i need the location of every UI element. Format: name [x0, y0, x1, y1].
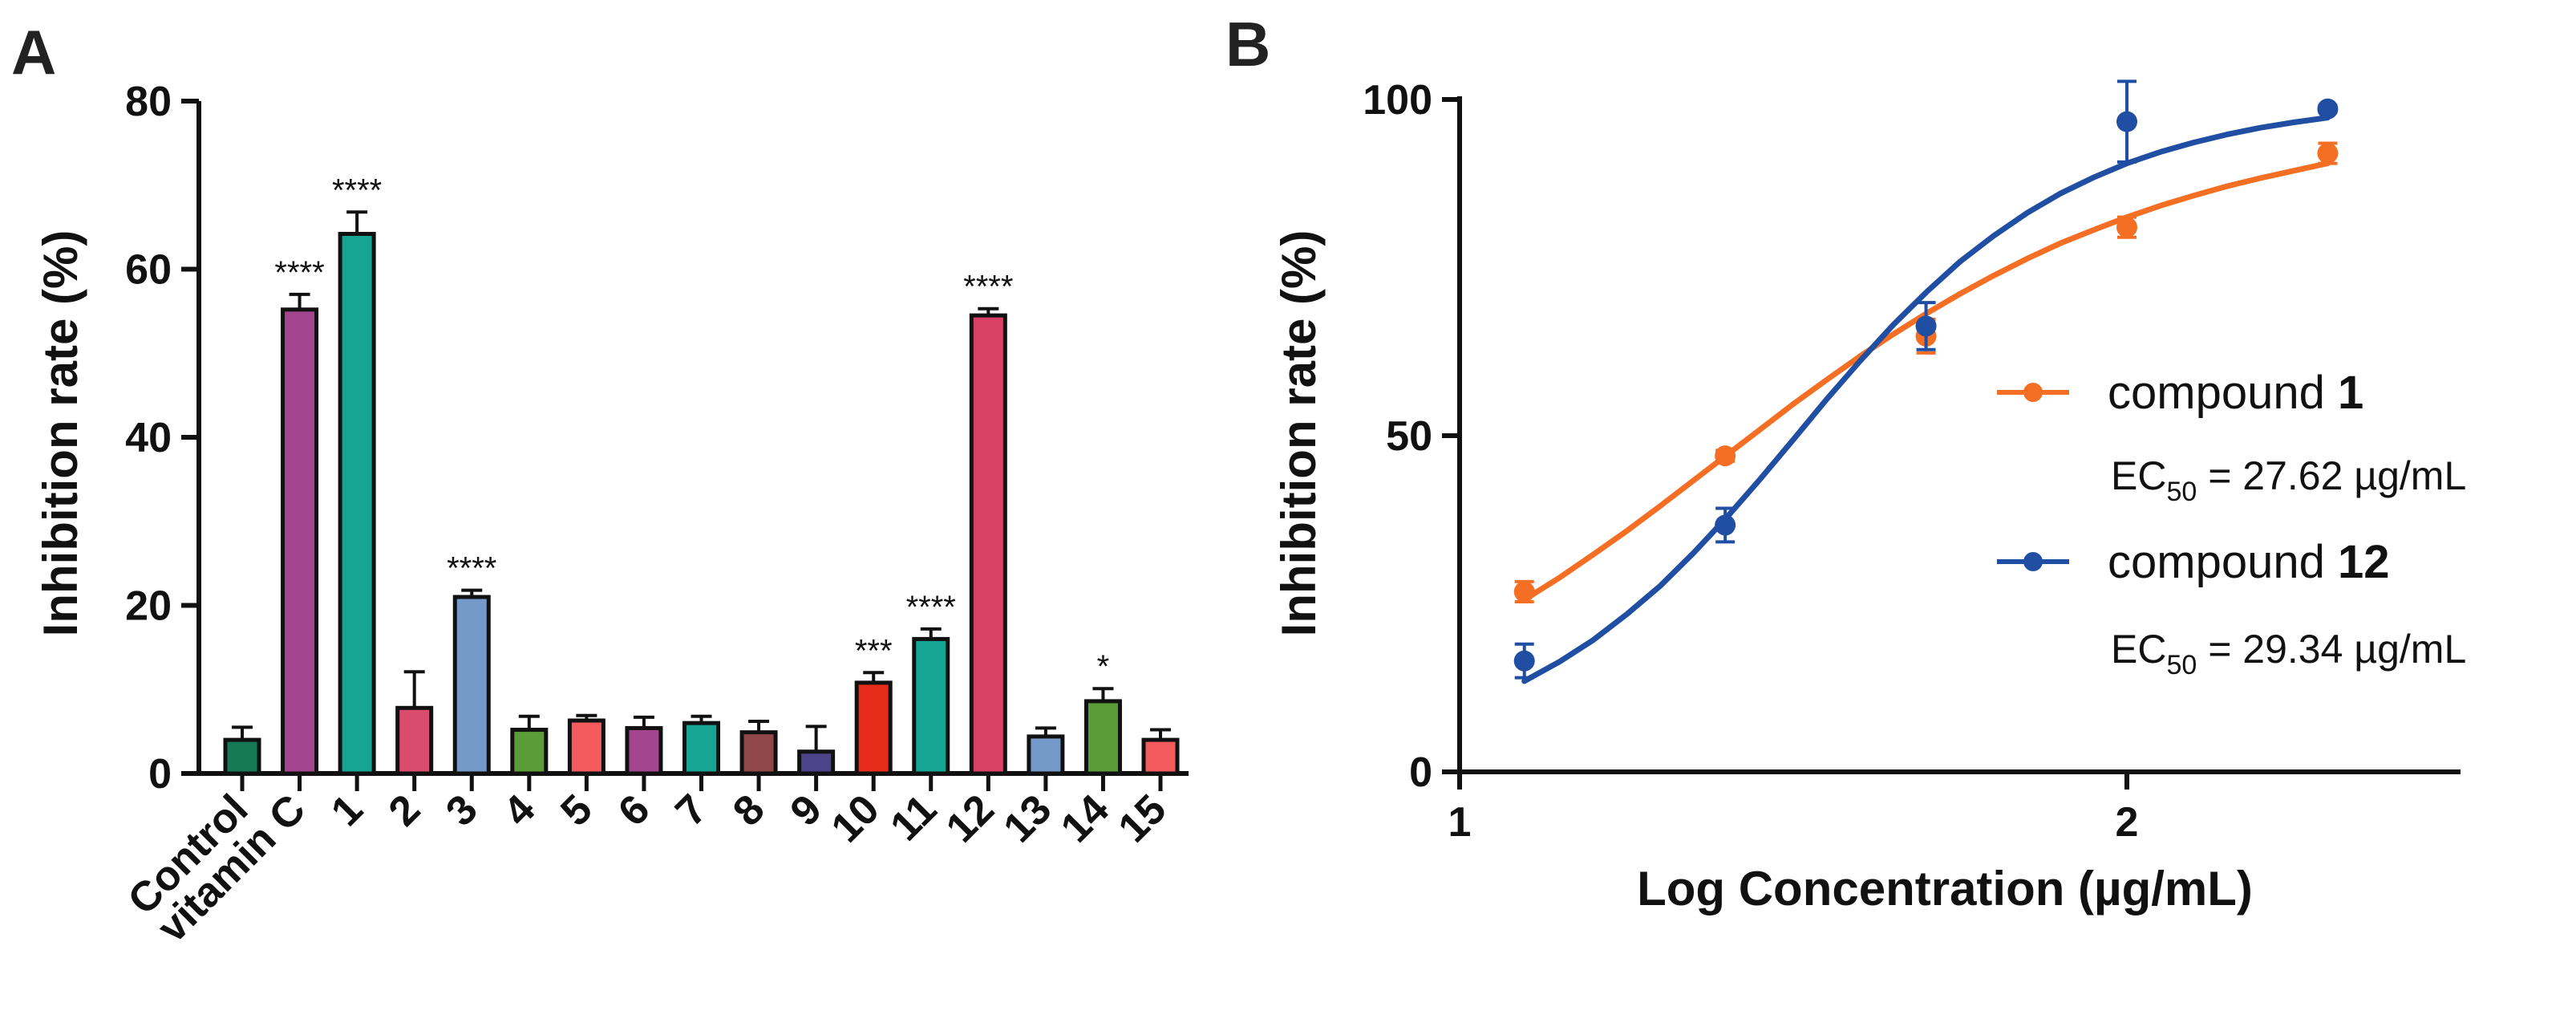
bar	[1083, 699, 1122, 776]
fit-curve-12	[1521, 115, 2331, 684]
panel-b-y-tick-label: 100	[1363, 77, 1432, 124]
panel-b-y-axis-title: Inhibition rate (%)	[1272, 230, 1326, 637]
panel-a-y-tick-label: 80	[125, 79, 172, 125]
dose-response-panel-b: Inhibition rate (%) Log Concentration (µ…	[1272, 77, 2466, 915]
bar	[223, 737, 261, 776]
significance-mark: ****	[274, 255, 324, 290]
bar	[338, 232, 376, 776]
bar	[510, 728, 549, 776]
legend-entry-compound-1: compound 1	[1997, 367, 2363, 419]
ec50-label-compound-1: EC50 = 27.62 µg/mL	[2111, 453, 2466, 507]
bar	[682, 721, 720, 776]
data-point-12	[1513, 650, 1535, 672]
bar	[797, 749, 836, 776]
panel-a-y-axis-title: Inhibition rate (%)	[34, 230, 87, 637]
bar	[1141, 737, 1180, 776]
legend: compound 1 EC50 = 27.62 µg/mL compound 1…	[1997, 367, 2466, 680]
significance-mark: ***	[855, 633, 893, 668]
bar	[625, 725, 663, 776]
data-point-1	[1715, 445, 1736, 467]
bar	[739, 730, 778, 776]
legend-marker-compound-1	[2023, 383, 2043, 402]
panel-letter-b: B	[1225, 9, 1270, 79]
data-point-12	[1915, 315, 1937, 337]
panel-a-y-tick-label: 40	[125, 415, 172, 461]
panel-b-y-tick-label: 0	[1409, 749, 1432, 796]
legend-marker-compound-12	[2023, 552, 2043, 571]
bar	[1027, 734, 1065, 776]
panel-a-y-tick-label: 60	[125, 247, 172, 294]
panel-b-x-axis-title: Log Concentration (µg/mL)	[1637, 862, 2253, 915]
significance-mark: *	[1097, 649, 1110, 684]
panel-b-x-tick-label: 1	[1448, 799, 1472, 846]
bar	[567, 718, 606, 776]
significance-mark: ****	[447, 551, 496, 587]
bar	[395, 705, 434, 776]
data-point-12	[1715, 514, 1736, 536]
legend-entry-compound-12: compound 12	[1997, 536, 2390, 588]
panel-a-y-tick-label: 20	[125, 583, 172, 630]
significance-mark: ****	[906, 590, 956, 625]
panel-letter-a: A	[11, 17, 56, 87]
significance-mark: ****	[963, 270, 1013, 305]
significance-mark: ****	[332, 173, 382, 208]
data-point-12	[2116, 111, 2137, 132]
data-point-12	[2317, 98, 2339, 120]
panel-b-y-tick-label: 50	[1386, 413, 1432, 460]
panel-a-y-tick-label: 0	[148, 751, 172, 798]
legend-label-compound-1: compound 1	[2108, 367, 2363, 419]
bar	[281, 307, 319, 776]
ec50-label-compound-12: EC50 = 29.34 µg/mL	[2111, 627, 2466, 680]
data-point-1	[2317, 143, 2339, 164]
bar	[854, 680, 893, 776]
panel-b-x-tick-label: 2	[2116, 799, 2139, 846]
bar	[452, 595, 491, 776]
data-point-1	[1513, 581, 1535, 603]
bar	[912, 636, 950, 776]
data-point-1	[2116, 217, 2137, 238]
legend-label-compound-12: compound 12	[2108, 536, 2390, 588]
bar	[969, 313, 1007, 776]
